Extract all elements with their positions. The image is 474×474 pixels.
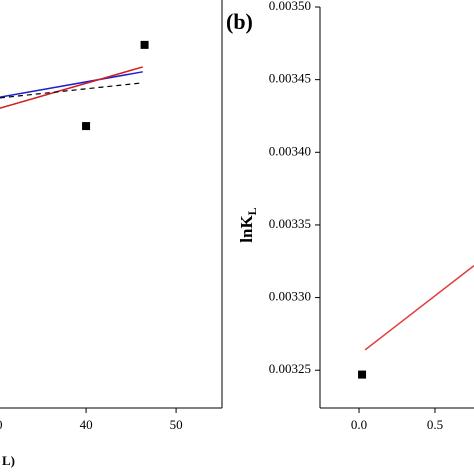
x-tick-label: 0.5 xyxy=(427,417,443,432)
y-tick-label: 0.00340 xyxy=(269,143,311,158)
panel-label: (b) xyxy=(226,9,253,34)
x-tick-label: 0.0 xyxy=(351,417,367,432)
y-tick-label: 0.00325 xyxy=(269,361,311,376)
fit-line xyxy=(0,82,143,99)
fit-line xyxy=(0,66,143,109)
y-tick-label: 0.00330 xyxy=(269,289,311,304)
fit-line xyxy=(0,71,143,98)
y-tick-label: 0.00350 xyxy=(269,0,311,13)
y-axis-label: lnKL xyxy=(237,207,259,242)
x-tick-label: 40 xyxy=(80,417,93,432)
data-point xyxy=(82,122,91,131)
x-tick-label: 50 xyxy=(170,417,183,432)
y-tick-label: 0.00345 xyxy=(269,71,311,86)
x-axis-label: L) xyxy=(2,453,15,468)
y-tick-label: 0.00335 xyxy=(269,216,311,231)
fit-line xyxy=(364,265,474,351)
data-point xyxy=(140,40,149,49)
x-tick-label: 30 xyxy=(0,417,3,432)
data-point xyxy=(358,370,367,379)
